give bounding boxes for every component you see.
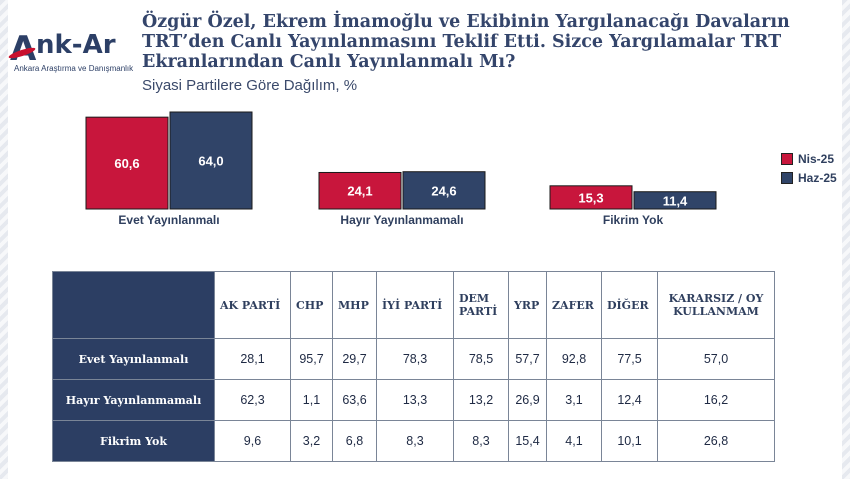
column-header: İYİ PARTİ xyxy=(376,271,454,339)
bar-nis-2 xyxy=(549,185,633,210)
bar-haz-1 xyxy=(402,171,486,210)
legend-swatch-haz xyxy=(781,171,793,184)
category-label: Evet Yayınlanmalı xyxy=(118,213,219,227)
bar-haz-2 xyxy=(633,191,717,210)
table-cell: 9,6 xyxy=(214,420,291,462)
table-cell: 13,2 xyxy=(453,379,509,421)
legend-swatch-nis xyxy=(781,152,793,165)
column-header: DEM PARTİ xyxy=(453,271,509,339)
bar-value-label: 15,3 xyxy=(578,190,603,205)
bar-value-label: 24,6 xyxy=(431,183,456,198)
table-cell: 6,8 xyxy=(332,420,377,462)
bar-nis-1 xyxy=(318,171,402,210)
row-label: Fikrim Yok xyxy=(52,420,215,462)
column-header: ZAFER xyxy=(546,271,602,339)
table-cell: 10,1 xyxy=(601,420,658,462)
table-cell: 62,3 xyxy=(214,379,291,421)
table-cell: 13,3 xyxy=(376,379,454,421)
table-row: Evet Yayınlanmalı 28,1 95,7 29,7 78,3 78… xyxy=(52,338,775,380)
table-cell: 29,7 xyxy=(332,338,377,380)
bar-nis-0 xyxy=(85,116,169,210)
table-cell: 3,2 xyxy=(290,420,333,462)
table-cell: 12,4 xyxy=(601,379,658,421)
table-cell: 3,1 xyxy=(546,379,602,421)
ankar-logo: A nk-Ar Ankara Araştırma ve Danışmanlık xyxy=(7,26,133,76)
table-cell: 77,5 xyxy=(601,338,658,380)
table-row: Fikrim Yok 9,6 3,2 6,8 8,3 8,3 15,4 4,1 … xyxy=(52,420,775,462)
table-cell: 57,7 xyxy=(508,338,547,380)
column-header: KARARSIZ / OY KULLANMAM xyxy=(657,271,775,339)
table-cell: 26,8 xyxy=(657,420,775,462)
chart-legend: Nis-25 Haz-25 xyxy=(781,151,837,189)
column-header: MHP xyxy=(332,271,377,339)
table-cell: 1,1 xyxy=(290,379,333,421)
bar-haz-0 xyxy=(169,111,253,210)
bar-value-label: 64,0 xyxy=(198,154,223,169)
bar-chart: 60,6 64,0 Evet Yayınlanmalı 24,1 24,6 Hayır Y… xyxy=(85,111,717,227)
table-cell: 15,4 xyxy=(508,420,547,462)
table-cell: 16,2 xyxy=(657,379,775,421)
table-cell: 78,5 xyxy=(453,338,509,380)
table-cell: 28,1 xyxy=(214,338,291,380)
table-corner-cell xyxy=(52,271,215,339)
column-header: YRP xyxy=(508,271,547,339)
table-cell: 63,6 xyxy=(332,379,377,421)
bar-value-label: 11,4 xyxy=(663,193,688,208)
bar-value-label: 24,1 xyxy=(347,184,372,199)
category-label: Fikrim Yok xyxy=(603,213,664,227)
table-cell: 95,7 xyxy=(290,338,333,380)
table-cell: 92,8 xyxy=(546,338,602,380)
left-decor-pattern xyxy=(0,0,8,479)
row-label: Evet Yayınlanmalı xyxy=(52,338,215,380)
logo-name: nk-Ar xyxy=(36,30,116,60)
legend-label-haz: Haz-25 xyxy=(798,170,837,185)
right-decor-pattern xyxy=(842,0,850,479)
table-cell: 57,0 xyxy=(657,338,775,380)
chart-subtitle: Siyasi Partilere Göre Dağılım, % xyxy=(142,77,358,94)
category-label: Hayır Yayınlanmamalı xyxy=(340,213,463,227)
table-header-row: AK PARTİ CHP MHP İYİ PARTİ DEM PARTİ YRP… xyxy=(52,271,775,339)
table-cell: 26,9 xyxy=(508,379,547,421)
table-cell: 8,3 xyxy=(376,420,454,462)
logo-tagline: Ankara Araştırma ve Danışmanlık xyxy=(14,64,134,73)
table-cell: 78,3 xyxy=(376,338,454,380)
row-label: Hayır Yayınlanmamalı xyxy=(52,379,215,421)
chart-title: Özgür Özel, Ekrem İmamoğlu ve Ekibinin Y… xyxy=(142,12,790,72)
column-header: AK PARTİ xyxy=(214,271,291,339)
column-header: DİĞER xyxy=(601,271,658,339)
table-cell: 4,1 xyxy=(546,420,602,462)
table-cell: 8,3 xyxy=(453,420,509,462)
column-header: CHP xyxy=(290,271,333,339)
bar-value-label: 60,6 xyxy=(114,156,139,171)
legend-item-nis: Nis-25 xyxy=(781,151,837,166)
legend-item-haz: Haz-25 xyxy=(781,170,837,185)
legend-label-nis: Nis-25 xyxy=(798,151,835,166)
party-breakdown-table: AK PARTİ CHP MHP İYİ PARTİ DEM PARTİ YRP… xyxy=(52,271,775,462)
table-row: Hayır Yayınlanmamalı 62,3 1,1 63,6 13,3 … xyxy=(52,379,775,421)
